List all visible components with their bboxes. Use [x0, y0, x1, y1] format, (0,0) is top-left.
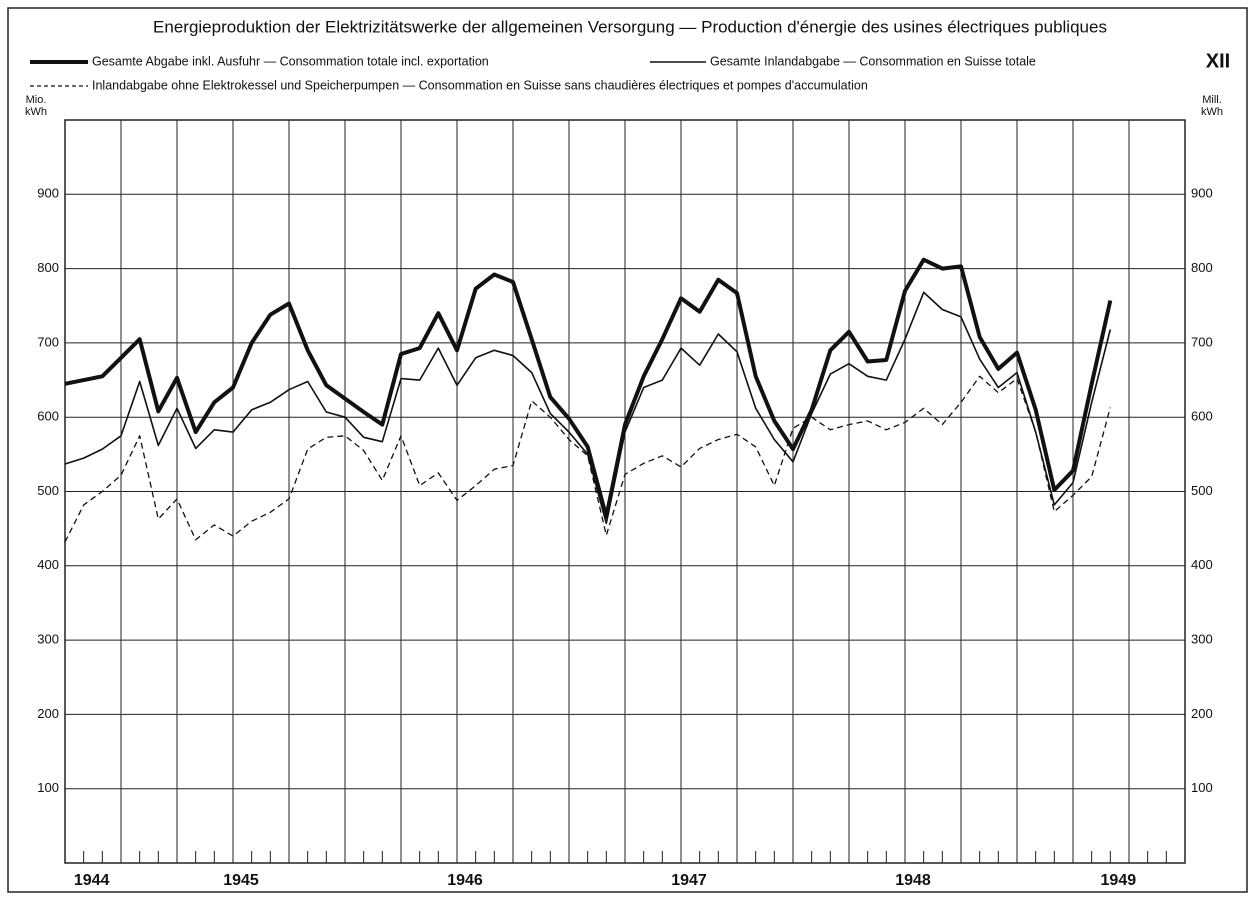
- x-tick-label: 1947: [671, 872, 707, 889]
- frame: [7, 7, 1248, 893]
- legend-label: Inlandabgabe ohne Elektrokessel und Spei…: [92, 78, 868, 92]
- chart-title: Energieproduktion der Elektrizitätswerke…: [153, 17, 1107, 36]
- y-tick-label: 900: [37, 186, 59, 201]
- y2-axis-label: Mill.: [1202, 94, 1222, 106]
- y-axis-label: kWh: [25, 106, 47, 118]
- y-tick-label: 600: [37, 409, 59, 424]
- y-tick-label: 500: [37, 483, 59, 498]
- y-tick-label: 100: [37, 780, 59, 795]
- y-tick-label: 300: [37, 632, 59, 647]
- y2-tick-label: 300: [1191, 632, 1213, 647]
- y2-tick-label: 200: [1191, 706, 1213, 721]
- x-tick-label: 1945: [223, 872, 259, 889]
- x-tick-label: 1948: [895, 872, 931, 889]
- y-tick-label: 200: [37, 706, 59, 721]
- series-line: [64, 375, 1111, 543]
- y-tick-label: 700: [37, 334, 59, 349]
- y2-tick-label: 400: [1191, 557, 1213, 572]
- y-tick-label: 400: [37, 557, 59, 572]
- y2-tick-label: 500: [1191, 483, 1213, 498]
- y2-tick-label: 100: [1191, 780, 1213, 795]
- series-line: [64, 257, 1113, 519]
- y-axis-label: Mio.: [26, 94, 47, 106]
- legend-label: Gesamte Inlandabgabe — Consommation en S…: [710, 54, 1036, 68]
- legend-label: Gesamte Abgabe inkl. Ausfuhr — Consommat…: [92, 54, 489, 68]
- y2-tick-label: 900: [1191, 186, 1213, 201]
- x-tick-label: 1949: [1101, 872, 1137, 889]
- series-line: [64, 291, 1112, 525]
- y-tick-label: 800: [37, 260, 59, 275]
- y2-tick-label: 800: [1191, 260, 1213, 275]
- y2-tick-label: 700: [1191, 334, 1213, 349]
- y2-axis-label: kWh: [1201, 106, 1223, 118]
- x-tick-label: 1944: [74, 872, 110, 889]
- y2-tick-label: 600: [1191, 409, 1213, 424]
- x-tick-label: 1946: [447, 872, 483, 889]
- annotation: XII: [1206, 50, 1230, 72]
